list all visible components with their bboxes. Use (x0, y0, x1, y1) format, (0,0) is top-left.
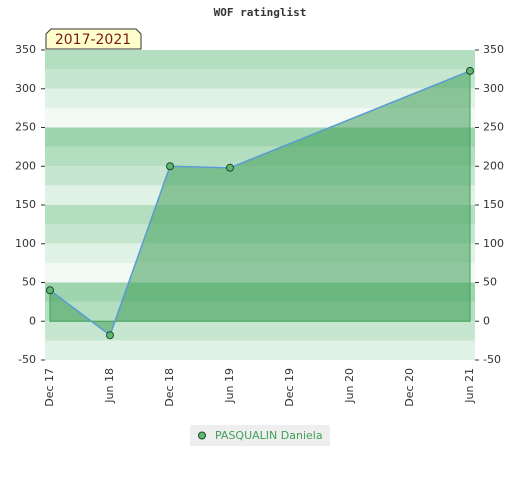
x-tick-label: Dec 17 (43, 368, 56, 407)
x-tick-label: Dec 20 (403, 368, 416, 407)
y-tick-label: 250 (15, 121, 36, 134)
y2-tick-label: 200 (483, 159, 504, 172)
x-tick-label: Dec 19 (283, 368, 296, 407)
y-tick-label: 0 (29, 314, 36, 327)
y-tick-label: 50 (22, 276, 36, 289)
x-tick-label: Jun 18 (103, 368, 116, 404)
x-tick-label: Dec 18 (163, 368, 176, 407)
y-tick-label: -50 (18, 353, 36, 366)
band (45, 50, 475, 70)
badge: 2017-2021 (55, 32, 131, 48)
y-tick-label: 350 (15, 43, 36, 56)
y2-tick-label: 0 (483, 314, 490, 327)
y-tick-label: 150 (15, 198, 36, 211)
point (106, 331, 114, 340)
y-tick-label: 200 (15, 159, 36, 172)
y2-tick-label: 250 (483, 121, 504, 134)
band (45, 321, 475, 341)
x-tick-label: Jun 20 (343, 368, 356, 404)
band (45, 340, 475, 360)
band (45, 69, 475, 89)
point (226, 163, 234, 172)
y2-tick-label: -50 (483, 353, 501, 366)
legend-label: PASQUALIN Daniela (215, 429, 323, 442)
y-tick-label: 300 (15, 82, 36, 95)
legend-box (190, 425, 330, 446)
x-tick-label: Jun 21 (463, 368, 476, 404)
x-tick-label: Jun 19 (223, 368, 236, 404)
point (166, 162, 174, 171)
y2-tick-label: 50 (483, 276, 497, 289)
point (466, 66, 474, 75)
point (46, 286, 54, 295)
y2-tick-label: 150 (483, 198, 504, 211)
band (45, 88, 475, 109)
y2-tick-label: 100 (483, 237, 504, 250)
y2-tick-label: 350 (483, 43, 504, 56)
badge-box (45, 28, 142, 50)
legend-marker (198, 431, 206, 440)
chart-title: WOF ratinglist (214, 6, 307, 19)
y2-tick-label: 300 (483, 82, 504, 95)
y-tick-label: 100 (15, 237, 36, 250)
